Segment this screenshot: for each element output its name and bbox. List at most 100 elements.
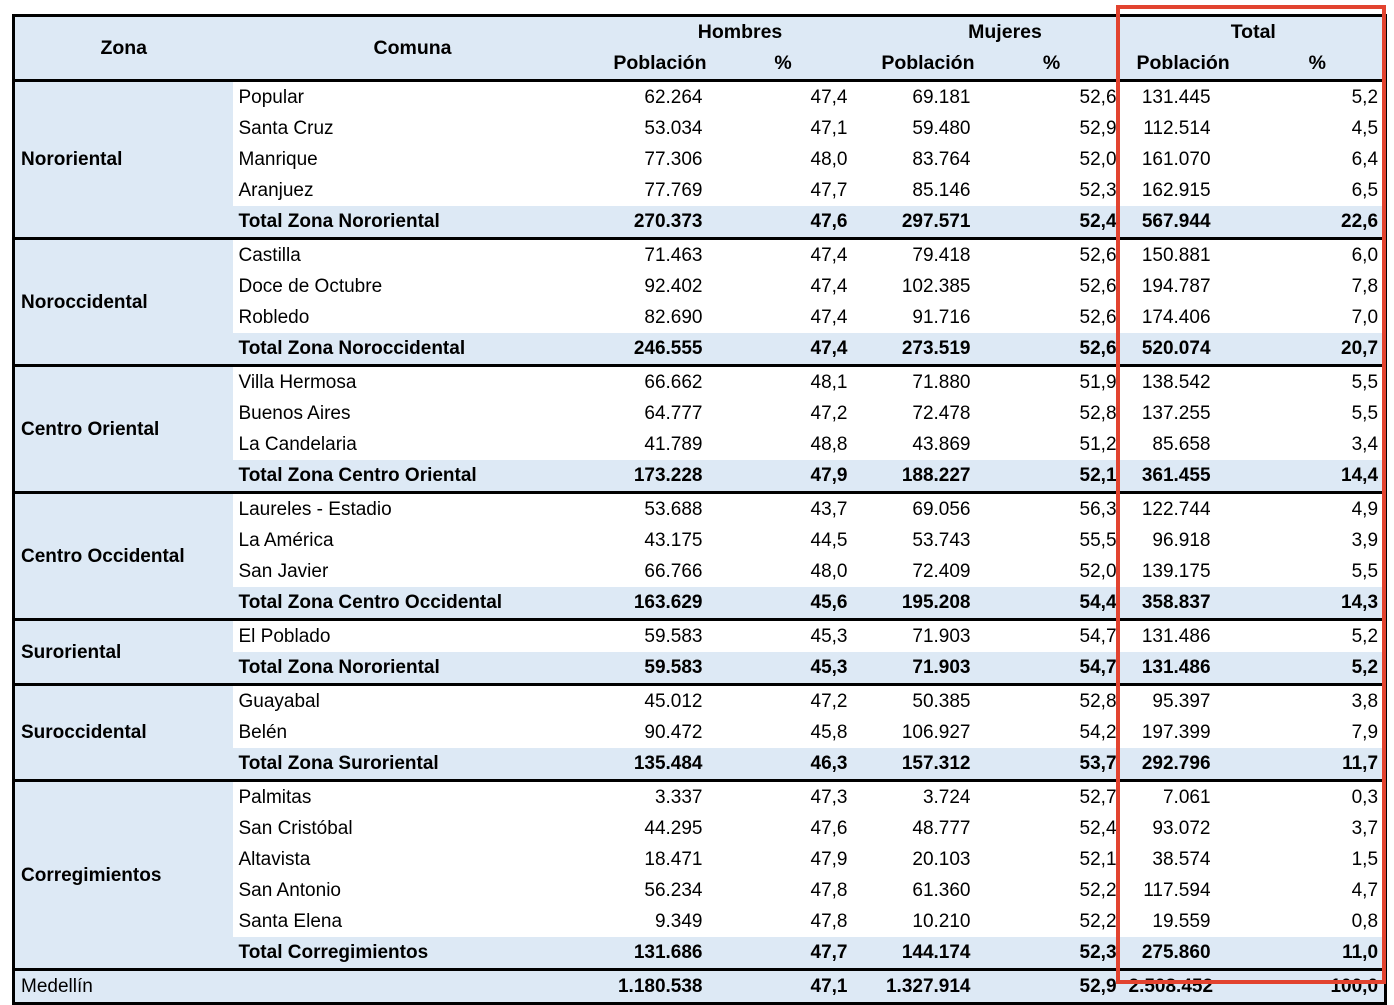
- cell-hombres-poblacion: 82.690: [644, 307, 703, 328]
- cell-hombres-poblacion: 44.295: [644, 818, 703, 839]
- cell-hombres-pct: 47,8: [810, 880, 848, 901]
- cell-mujeres-pct: 52,8: [1079, 403, 1117, 424]
- cell-total-poblacion: 194.787: [1141, 276, 1211, 297]
- cell-mujeres-poblacion: 59.480: [912, 118, 971, 139]
- cell-mujeres-poblacion: 91.716: [912, 307, 971, 328]
- cell-comuna: Laureles - Estadio: [232, 491, 593, 525]
- cell-total-poblacion: 139.175: [1141, 561, 1211, 582]
- table-row: Corregimientos Palmitas 3.337 47,3 3.724 52,7…: [13, 779, 1386, 970]
- cell-hombres-poblacion: 18.471: [644, 849, 703, 870]
- subtotal-mujeres-pct: 52,6: [980, 333, 1123, 366]
- cell-total-pct: 5,2: [1250, 618, 1386, 652]
- header-hombres-pct: %: [712, 48, 854, 82]
- subtotal-hombres-pct: 47,9: [712, 460, 854, 493]
- zone-name: Corregimientos: [13, 779, 233, 970]
- cell-comuna: Santa Elena: [238, 911, 343, 932]
- subtotal-mujeres-poblacion: 195.208: [853, 587, 981, 620]
- cell-mujeres-pct: 51,2: [1079, 434, 1117, 455]
- cell-total-poblacion: 85.658: [1152, 434, 1211, 455]
- subtotal-hombres-poblacion: 163.629: [592, 587, 713, 620]
- cell-total-pct: 6,0: [1250, 237, 1386, 271]
- table-row: Belén 90.472 45,8 106.927 54,2 197.399 7,9: [14, 717, 1386, 748]
- cell-total-pct: 7,0: [1351, 307, 1379, 328]
- cell-total-pct: 6,4: [1351, 149, 1379, 170]
- cell-mujeres-poblacion: 50.385: [853, 683, 981, 717]
- cell-comuna: El Poblado: [232, 618, 593, 652]
- cell-total-pct: 0,8: [1351, 911, 1379, 932]
- cell-mujeres-pct: 52,1: [1079, 849, 1117, 870]
- cell-mujeres-pct: 51,9: [980, 364, 1123, 398]
- subtotal-total-poblacion: 131.486: [1122, 652, 1251, 685]
- subtotal-hombres-pct: 45,3: [712, 652, 854, 685]
- subtotal-row: Total Zona Nororiental 59.583 45,3 71.903 54…: [14, 652, 1386, 685]
- cell-mujeres-poblacion: 102.385: [901, 276, 971, 297]
- cell-mujeres-poblacion: 72.478: [912, 403, 971, 424]
- cell-mujeres-pct: 55,5: [1079, 530, 1117, 551]
- cell-hombres-pct: 47,1: [810, 118, 848, 139]
- cell-comuna: Buenos Aires: [238, 403, 351, 424]
- cell-hombres-pct: 48,8: [810, 434, 848, 455]
- cell-total-pct: 6,5: [1351, 180, 1379, 201]
- subtotal-row: Total Zona Centro Oriental 173.228 47,9 188…: [14, 460, 1386, 493]
- cell-total-poblacion: 197.399: [1141, 722, 1211, 743]
- table-row: Aranjuez 77.769 47,7 85.146 52,3 162.915 6,5: [14, 175, 1386, 206]
- cell-hombres-pct: 47,3: [712, 779, 854, 813]
- cell-total-poblacion: 137.255: [1141, 403, 1211, 424]
- subtotal-mujeres-poblacion: 157.312: [853, 748, 981, 781]
- table-row: Buenos Aires 64.777 47,2 72.478 52,8 137.255 5…: [14, 398, 1386, 429]
- subtotal-hombres-poblacion: 246.555: [592, 333, 713, 366]
- table-row: Noroccidental Castilla 71.463 47,4 79.418 52,…: [13, 237, 1386, 366]
- subtotal-total-pct: 14,3: [1250, 587, 1386, 620]
- subtotal-comuna: Total Zona Nororiental: [232, 206, 593, 239]
- cell-comuna: Doce de Octubre: [238, 276, 383, 297]
- cell-hombres-poblacion: 77.306: [644, 149, 703, 170]
- table-row: Santa Cruz 53.034 47,1 59.480 52,9 112.514 4,5: [14, 113, 1386, 144]
- subtotal-comuna: Total Zona Noroccidental: [232, 333, 593, 366]
- cell-hombres-poblacion: 9.349: [654, 911, 703, 932]
- header-hombres: Hombres: [592, 15, 854, 48]
- cell-total-pct: 4,5: [1351, 118, 1379, 139]
- subtotal-comuna: Total Zona Suroriental: [232, 748, 593, 781]
- cell-hombres-poblacion: 66.766: [644, 561, 703, 582]
- table-row: Suroriental El Poblado 59.583 45,3 71.903 54,…: [13, 618, 1386, 685]
- cell-hombres-pct: 45,3: [712, 618, 854, 652]
- subtotal-mujeres-poblacion: 297.571: [853, 206, 981, 239]
- cell-total-pct: 0,3: [1250, 779, 1386, 813]
- subtotal-hombres-pct: 47,6: [712, 206, 854, 239]
- subtotal-hombres-pct: 46,3: [712, 748, 854, 781]
- table-row: La Candelaria 41.789 48,8 43.869 51,2 85.658 3…: [14, 429, 1386, 460]
- cell-total-pct: 3,8: [1250, 683, 1386, 717]
- subtotal-row: Total Zona Centro Occidental 163.629 45,6 1…: [14, 587, 1386, 620]
- subtotal-total-poblacion: 361.455: [1122, 460, 1251, 493]
- cell-total-pct: 4,7: [1351, 880, 1379, 901]
- cell-hombres-poblacion: 92.402: [644, 276, 703, 297]
- subtotal-comuna: Total Zona Nororiental: [232, 652, 593, 685]
- cell-mujeres-pct: 52,6: [1079, 276, 1117, 297]
- subtotal-row: Total Zona Nororiental 270.373 47,6 297.571…: [14, 206, 1386, 239]
- subtotal-mujeres-pct: 52,4: [980, 206, 1123, 239]
- table-row: Robledo 82.690 47,4 91.716 52,6 174.406 7,0: [14, 302, 1386, 333]
- cell-mujeres-pct: 52,6: [1079, 307, 1117, 328]
- cell-mujeres-poblacion: 20.103: [912, 849, 971, 870]
- cell-hombres-pct: 48,1: [712, 364, 854, 398]
- cell-total-pct: 7,8: [1351, 276, 1379, 297]
- cell-hombres-pct: 47,7: [810, 180, 848, 201]
- cell-total-poblacion: 138.542: [1122, 364, 1251, 398]
- subtotal-mujeres-pct: 54,4: [980, 587, 1123, 620]
- cell-hombres-poblacion: 53.034: [644, 118, 703, 139]
- subtotal-hombres-pct: 47,4: [712, 333, 854, 366]
- zone-name: Noroccidental: [13, 237, 233, 366]
- population-table: Zona Comuna Hombres Mujeres Total Poblac…: [12, 14, 1388, 1005]
- grand-total-total-pct: 100,0: [1250, 968, 1386, 1004]
- cell-mujeres-poblacion: 79.418: [853, 237, 981, 271]
- cell-mujeres-pct: 52,4: [1079, 818, 1117, 839]
- subtotal-row: Total Zona Suroriental 135.484 46,3 157.312…: [14, 748, 1386, 781]
- grand-total-hombres-poblacion: 1.180.538: [592, 968, 713, 1004]
- cell-mujeres-poblacion: 85.146: [912, 180, 971, 201]
- table-row: Centro Occidental Laureles - Estadio 53.68…: [13, 491, 1386, 620]
- cell-total-poblacion: 150.881: [1122, 237, 1251, 271]
- grand-total-hombres-pct: 47,1: [712, 968, 854, 1004]
- table-row: San Javier 66.766 48,0 72.409 52,0 139.175 5,5: [14, 556, 1386, 587]
- cell-comuna: Guayabal: [232, 683, 593, 717]
- cell-hombres-pct: 47,6: [810, 818, 848, 839]
